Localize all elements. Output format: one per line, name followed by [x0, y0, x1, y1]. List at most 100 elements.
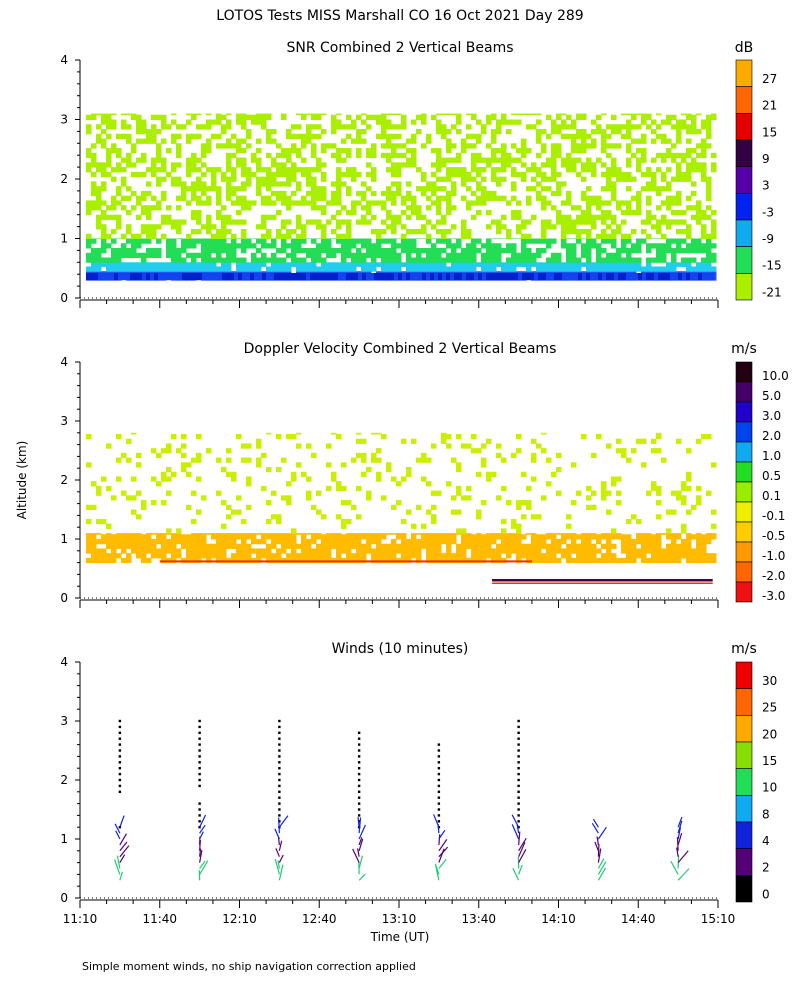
heatmap-cell — [331, 129, 337, 135]
heatmap-cell — [391, 238, 397, 244]
heatmap-cell — [266, 432, 272, 435]
heatmap-cell — [651, 438, 657, 444]
heatmap-cell — [606, 252, 612, 259]
heatmap-cell — [331, 252, 337, 259]
heatmap-cell — [446, 539, 452, 545]
heatmap-cell — [194, 273, 199, 281]
heatmap-cell — [141, 500, 147, 506]
heatmap-cell — [501, 162, 507, 168]
heatmap-cell — [516, 539, 522, 545]
heatmap-cell — [261, 224, 267, 230]
heatmap-cell — [246, 457, 252, 463]
heatmap-cell — [406, 228, 412, 235]
heatmap-cell — [526, 485, 532, 492]
heatmap-cell — [611, 167, 617, 173]
heatmap-cell — [286, 133, 292, 140]
heatmap-cell — [266, 113, 272, 116]
heatmap-cell — [106, 214, 112, 220]
heatmap-cell — [241, 457, 247, 463]
heatmap-cell — [542, 273, 547, 281]
heatmap-cell — [281, 262, 287, 267]
heatmap-cell — [666, 224, 672, 230]
heatmap-cell — [671, 252, 677, 259]
heatmap-cell — [561, 133, 567, 140]
heatmap-cell — [526, 186, 532, 192]
heatmap-cell — [221, 214, 227, 220]
heatmap-cell — [126, 533, 132, 535]
heatmap-cell — [706, 186, 712, 192]
heatmap-cell — [201, 262, 207, 267]
heatmap-cell — [286, 152, 292, 159]
heatmap-cell — [241, 534, 247, 540]
heatmap-cell — [306, 262, 312, 267]
heatmap-cell — [121, 248, 127, 254]
heatmap-cell — [191, 266, 197, 272]
heatmap-cell — [656, 186, 662, 192]
heatmap-cell — [341, 523, 347, 529]
heatmap-cell — [621, 448, 627, 454]
heatmap-cell — [281, 181, 287, 187]
heatmap-cell — [186, 553, 192, 559]
heatmap-cell — [196, 452, 202, 459]
heatmap-cell — [626, 171, 632, 178]
heatmap-cell — [606, 543, 612, 549]
heatmap-cell — [321, 534, 327, 540]
heatmap-cell — [446, 167, 452, 173]
heatmap-cell — [356, 152, 362, 159]
heatmap-cell — [226, 471, 232, 477]
heatmap-cell — [276, 533, 282, 535]
heatmap-cell — [151, 228, 157, 235]
heatmap-cell — [651, 548, 657, 554]
heatmap-cell — [331, 190, 337, 197]
heatmap-cell — [416, 504, 422, 510]
heatmap-cell — [471, 266, 477, 272]
heatmap-cell — [636, 238, 642, 239]
heatmap-cell — [246, 543, 252, 549]
heatmap-cell — [176, 176, 182, 182]
heatmap-cell — [301, 113, 307, 116]
heatmap-cell — [381, 252, 387, 259]
heatmap-cell — [466, 543, 472, 549]
wind-dot — [437, 814, 441, 817]
wind-dot — [437, 755, 441, 758]
heatmap-cell — [626, 266, 632, 272]
heatmap-cell — [376, 228, 382, 235]
heatmap-cell — [116, 238, 122, 239]
heatmap-cell — [166, 252, 172, 259]
heatmap-cell — [516, 119, 522, 125]
heatmap-cell — [196, 238, 202, 244]
wind-dot — [357, 743, 361, 746]
heatmap-cell — [531, 543, 537, 549]
heatmap-cell — [596, 114, 602, 120]
heatmap-cell — [256, 457, 262, 463]
heatmap-cell — [241, 148, 247, 154]
heatmap-cell — [501, 518, 507, 525]
heatmap-cell — [431, 553, 437, 559]
heatmap-cell — [351, 266, 357, 272]
heatmap-cell — [566, 257, 572, 263]
heatmap-cell — [676, 543, 682, 549]
heatmap-cell — [551, 238, 557, 244]
heatmap-cell — [171, 181, 177, 187]
wind-dot — [278, 790, 281, 793]
heatmap-cell — [616, 167, 622, 173]
heatmap-cell — [461, 539, 467, 545]
heatmap-cell — [276, 248, 282, 254]
heatmap-cell — [281, 233, 287, 239]
heatmap-cell — [676, 200, 682, 206]
heatmap-cell — [336, 262, 342, 267]
heatmap-cell — [116, 433, 122, 440]
heatmap-cell — [531, 534, 537, 540]
heatmap-cell — [661, 119, 667, 125]
heatmap-cell — [576, 143, 582, 149]
heatmap-cell — [596, 257, 602, 263]
heatmap-cell — [216, 167, 222, 173]
heatmap-cell — [91, 252, 97, 259]
heatmap-cell — [296, 181, 302, 187]
heatmap-cell — [361, 457, 367, 463]
heatmap-cell — [656, 124, 662, 130]
heatmap-cell — [376, 119, 382, 125]
heatmap-cell — [466, 133, 472, 140]
heatmap-cell — [341, 548, 347, 554]
heatmap-cell — [156, 452, 162, 459]
